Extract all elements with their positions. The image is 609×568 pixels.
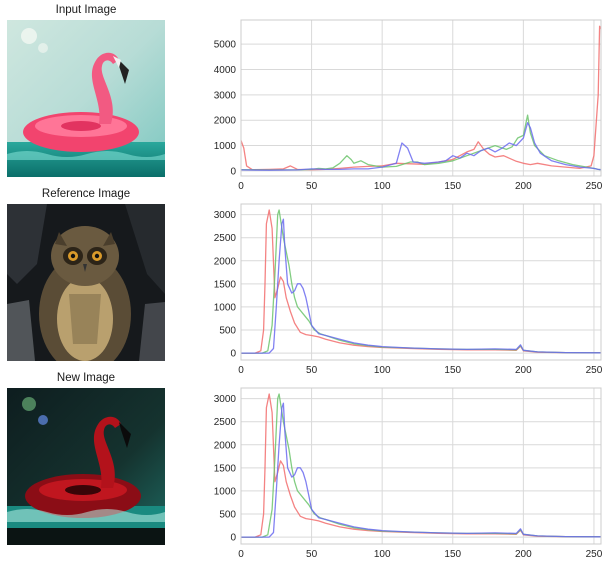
- y-tick-label: 3000: [214, 210, 237, 221]
- y-tick-label: 500: [219, 326, 236, 337]
- y-tick-label: 0: [230, 533, 236, 544]
- new-image: [7, 388, 165, 545]
- y-tick-label: 1000: [214, 141, 237, 152]
- x-tick-label: 150: [444, 181, 461, 192]
- series-red-line: [241, 209, 602, 354]
- x-tick-label: 200: [515, 549, 532, 560]
- y-tick-label: 2000: [214, 440, 237, 451]
- x-tick-label: 200: [515, 365, 532, 376]
- y-tick-label: 2500: [214, 417, 237, 428]
- y-tick-label: 0: [230, 166, 236, 177]
- x-tick-label: 150: [444, 365, 461, 376]
- x-tick-label: 0: [238, 181, 244, 192]
- y-tick-label: 1000: [214, 486, 237, 497]
- x-tick-label: 0: [238, 549, 244, 560]
- y-tick-label: 4000: [214, 65, 237, 76]
- x-tick-label: 100: [374, 181, 391, 192]
- plot-frame: [240, 387, 602, 545]
- plot-area-reference: [241, 204, 601, 360]
- new-image-title: New Image: [56, 372, 116, 384]
- x-tick-label: 50: [306, 181, 318, 192]
- series-green-line: [241, 393, 602, 538]
- plot-frame: [240, 19, 602, 177]
- x-tick-label: 50: [306, 365, 318, 376]
- x-tick-label: 250: [586, 549, 603, 560]
- plot-frame: [240, 203, 602, 361]
- x-tick-label: 250: [586, 365, 603, 376]
- series-red-line: [241, 393, 602, 538]
- x-tick-label: 50: [306, 549, 318, 560]
- series-blue-line: [241, 402, 602, 538]
- y-tick-label: 2500: [214, 233, 237, 244]
- y-tick-label: 0: [230, 349, 236, 360]
- y-tick-label: 1000: [214, 302, 237, 313]
- y-tick-label: 3000: [214, 394, 237, 405]
- series-blue-line: [241, 218, 602, 354]
- y-tick-label: 2000: [214, 256, 237, 267]
- y-tick-label: 5000: [214, 40, 237, 51]
- y-tick-label: 500: [219, 510, 236, 521]
- series-red-line: [240, 25, 602, 171]
- x-tick-label: 100: [374, 549, 391, 560]
- reference-image: [7, 204, 165, 361]
- x-tick-label: 250: [586, 181, 603, 192]
- x-tick-label: 0: [238, 365, 244, 376]
- series-green-line: [241, 209, 602, 354]
- x-tick-label: 100: [374, 365, 391, 376]
- y-tick-label: 2000: [214, 116, 237, 127]
- x-tick-label: 150: [444, 549, 461, 560]
- series-green-line: [240, 114, 602, 171]
- y-tick-label: 1500: [214, 463, 237, 474]
- y-tick-label: 1500: [214, 279, 237, 290]
- input-image: [7, 20, 165, 177]
- input-image-title: Input Image: [55, 4, 117, 16]
- plot-area-new: [241, 388, 601, 544]
- series-blue-line: [240, 122, 602, 171]
- x-tick-label: 200: [515, 181, 532, 192]
- reference-image-title: Reference Image: [41, 188, 131, 200]
- plot-area-input: [241, 20, 601, 176]
- y-tick-label: 3000: [214, 90, 237, 101]
